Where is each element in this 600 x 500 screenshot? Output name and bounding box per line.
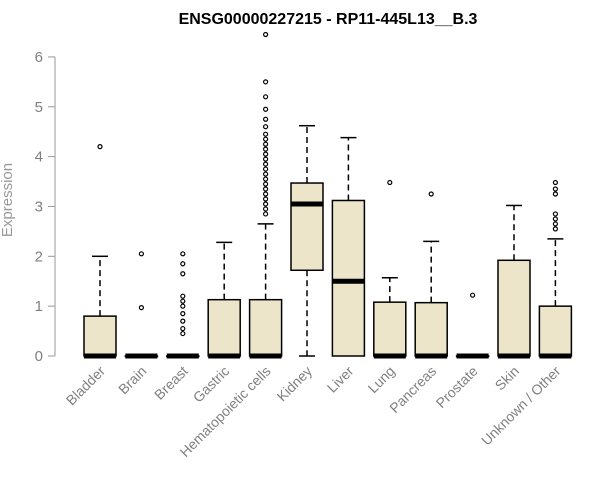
- outlier-point: [263, 191, 269, 197]
- outlier-point: [470, 292, 476, 298]
- y-axis: 0 1 2 3 4 5 6: [35, 49, 56, 365]
- y-axis-title: Expression: [0, 163, 16, 237]
- outlier-point: [263, 151, 269, 157]
- outlier-point: [180, 330, 186, 337]
- outlier-point: [552, 216, 559, 222]
- outlier-point: [138, 251, 144, 257]
- box-liver: [331, 136, 366, 357]
- outlier-point: [428, 191, 434, 197]
- outlier-point: [180, 298, 186, 304]
- outlier-point: [552, 186, 559, 192]
- outlier-point: [180, 318, 186, 324]
- outlier-point: [263, 124, 269, 130]
- y-tick-label: 2: [35, 248, 43, 265]
- outlier-point: [263, 141, 269, 147]
- box-skin: [497, 204, 531, 359]
- outlier-point: [180, 325, 186, 332]
- x-tick-label: Kidney: [274, 363, 316, 405]
- outlier-point: [263, 196, 269, 202]
- outlier-point: [263, 176, 269, 182]
- outlier-point: [387, 179, 393, 186]
- box-iqr: [373, 301, 407, 357]
- outlier-point: [180, 311, 186, 317]
- box-prostate: [455, 292, 490, 359]
- y-tick-label: 1: [35, 298, 43, 315]
- box-iqr: [497, 259, 531, 357]
- box-gastric: [207, 241, 241, 359]
- box-iqr: [331, 199, 366, 357]
- outlier-point: [180, 261, 186, 267]
- outlier-point: [263, 181, 269, 187]
- x-tick-label: Brain: [115, 363, 149, 397]
- outlier-point: [263, 201, 269, 207]
- y-tick-label: 5: [35, 99, 43, 116]
- box-pancreas: [414, 191, 448, 359]
- box-breast: [166, 251, 200, 359]
- box-iqr: [290, 182, 324, 272]
- y-tick-label: 6: [35, 49, 43, 66]
- outlier-point: [263, 206, 269, 212]
- x-tick-label: Unknown / Other: [478, 363, 564, 449]
- outlier-point: [263, 166, 269, 172]
- box-brain: [124, 251, 159, 359]
- box-hematopoietic-cells: [248, 31, 283, 359]
- x-tick-label: Lung: [365, 363, 398, 396]
- outlier-point: [263, 94, 269, 100]
- box-iqr: [414, 301, 448, 357]
- box-unknown-other: [538, 179, 573, 359]
- outlier-point: [263, 156, 269, 162]
- outlier-point: [263, 136, 269, 142]
- x-tick-label: Skin: [492, 363, 523, 394]
- box-iqr: [83, 315, 117, 357]
- outlier-point: [263, 116, 269, 122]
- outlier-point: [180, 271, 186, 277]
- chart-title: ENSG00000227215 - RP11-445L13__B.3: [179, 11, 478, 28]
- y-tick-label: 3: [35, 198, 43, 215]
- outlier-point: [552, 226, 559, 232]
- outlier-point: [263, 146, 269, 152]
- outlier-point: [552, 221, 559, 227]
- outlier-point: [263, 106, 269, 112]
- outlier-point: [263, 79, 269, 85]
- outlier-point: [263, 131, 269, 137]
- box-lung: [373, 179, 407, 359]
- y-tick-label: 0: [35, 348, 43, 365]
- box-iqr: [248, 298, 283, 357]
- outlier-point: [97, 144, 103, 150]
- outlier-point: [552, 191, 559, 197]
- outlier-point: [263, 31, 269, 38]
- box-iqr: [207, 298, 241, 357]
- outlier-point: [263, 161, 269, 167]
- outlier-point: [263, 171, 269, 177]
- box-kidney: [290, 124, 324, 357]
- x-tick-label: Bladder: [63, 363, 109, 409]
- outlier-point: [552, 179, 559, 186]
- outlier-point: [180, 293, 186, 299]
- outlier-point: [552, 211, 559, 217]
- y-tick-label: 4: [35, 149, 43, 166]
- x-tick-label: Prostate: [433, 363, 481, 411]
- box-series: [83, 31, 573, 359]
- x-tick-label: Breast: [151, 363, 191, 403]
- outlier-point: [138, 305, 144, 311]
- outlier-point: [263, 186, 269, 192]
- x-tick-label: Liver: [324, 363, 357, 396]
- outlier-point: [263, 211, 269, 217]
- box-iqr: [538, 305, 573, 357]
- outlier-point: [180, 303, 186, 309]
- outlier-point: [180, 251, 186, 257]
- box-bladder: [83, 144, 117, 359]
